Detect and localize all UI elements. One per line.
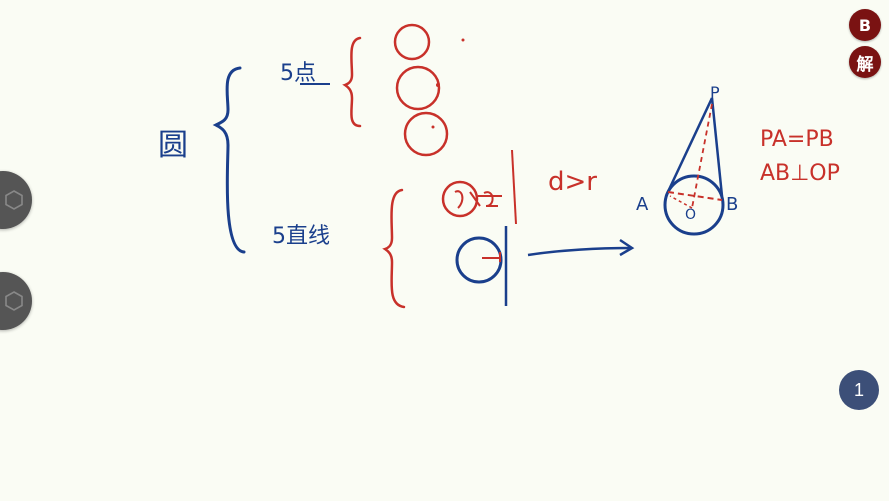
tangent-PA [664,97,714,197]
b-button-label: B [858,15,872,35]
separate-scribble [454,190,502,209]
inside-dot [431,125,435,129]
point-circle-outside [393,23,431,61]
tangent-circle [455,236,503,284]
on-dot [436,83,440,87]
tangent-radius-red [482,252,501,262]
label-d-gt-r: d>r [548,167,597,197]
hexagon-icon [5,190,23,210]
label-O: O [685,207,696,223]
separate-line [511,149,517,225]
main-brace [212,66,246,254]
page-number: 1 [853,379,864,400]
equation-pa-pb: PA=PB [760,127,834,152]
b-button[interactable]: B [849,9,881,41]
label-points: 5点 [280,61,316,86]
radius-OA [669,195,693,209]
label-circle: 圆 [158,128,188,163]
line-circle-separate [441,180,479,218]
point-circle-on [395,65,441,111]
chord-AB [667,191,723,201]
point-circle-inside [403,111,449,157]
figure-circle [663,174,725,236]
jie-button-label: 解 [856,54,874,75]
hexagon-icon [5,291,23,311]
arrow-line [527,246,631,257]
points-brace [342,36,362,128]
lines-brace [382,188,406,309]
outside-dot [461,38,465,42]
label-P: P [710,83,720,102]
page-number-button[interactable]: 1 [839,370,879,410]
label-lines: 5直线 [272,224,330,249]
label-B: B [726,194,738,215]
arrow-head [619,238,635,257]
equation-ab-perp-op: AB⊥OP [760,161,840,186]
jie-button[interactable]: 解 [849,46,881,78]
label-A: A [636,194,649,215]
tangent-PB [710,97,724,197]
